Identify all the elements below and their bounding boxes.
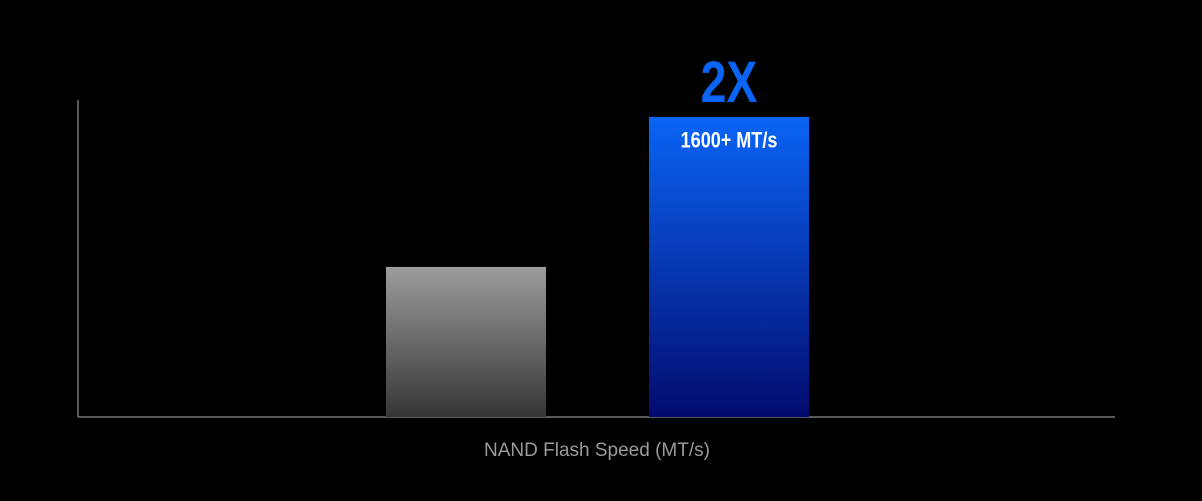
bar xyxy=(386,266,546,417)
value-label: 1600+ MT/s xyxy=(681,129,778,153)
annotation: 2X xyxy=(701,50,758,115)
x-axis-label: NAND Flash Speed (MT/s) xyxy=(484,440,710,461)
bar xyxy=(649,116,809,418)
